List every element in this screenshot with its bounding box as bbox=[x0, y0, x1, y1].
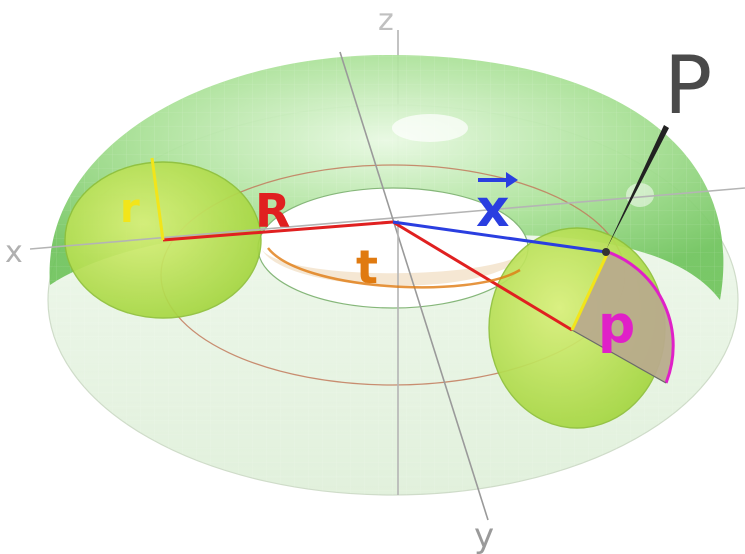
vector-arrow-icon bbox=[478, 172, 518, 188]
poloidal-angle-arc bbox=[607, 250, 675, 384]
y-axis bbox=[339, 51, 489, 521]
toroidal-angle-label: t bbox=[356, 240, 378, 294]
z-axis-label: z bbox=[378, 3, 394, 38]
poloidal-wedge bbox=[572, 252, 674, 383]
major-radius-label: R bbox=[255, 184, 290, 238]
major-radius-line bbox=[162, 220, 394, 242]
minor-radius-line bbox=[150, 157, 165, 241]
y-axis-label: y bbox=[474, 516, 494, 554]
vector-x-label: x bbox=[476, 179, 510, 239]
x-axis-label: x bbox=[5, 235, 23, 270]
minor-radius-right bbox=[570, 251, 610, 331]
major-radius-right bbox=[392, 220, 573, 332]
poloidal-angle-label: p bbox=[598, 295, 635, 355]
x-axis bbox=[29, 187, 745, 250]
minor-radius-label: r bbox=[120, 186, 140, 232]
point-pointer bbox=[606, 125, 669, 250]
vector-x-line bbox=[392, 220, 607, 254]
torus-upper-half bbox=[49, 55, 724, 300]
point-P-marker bbox=[602, 248, 610, 256]
toroidal-angle-arc bbox=[267, 247, 521, 289]
wedge-lower-edge bbox=[571, 329, 667, 384]
point-label: P bbox=[664, 39, 712, 132]
